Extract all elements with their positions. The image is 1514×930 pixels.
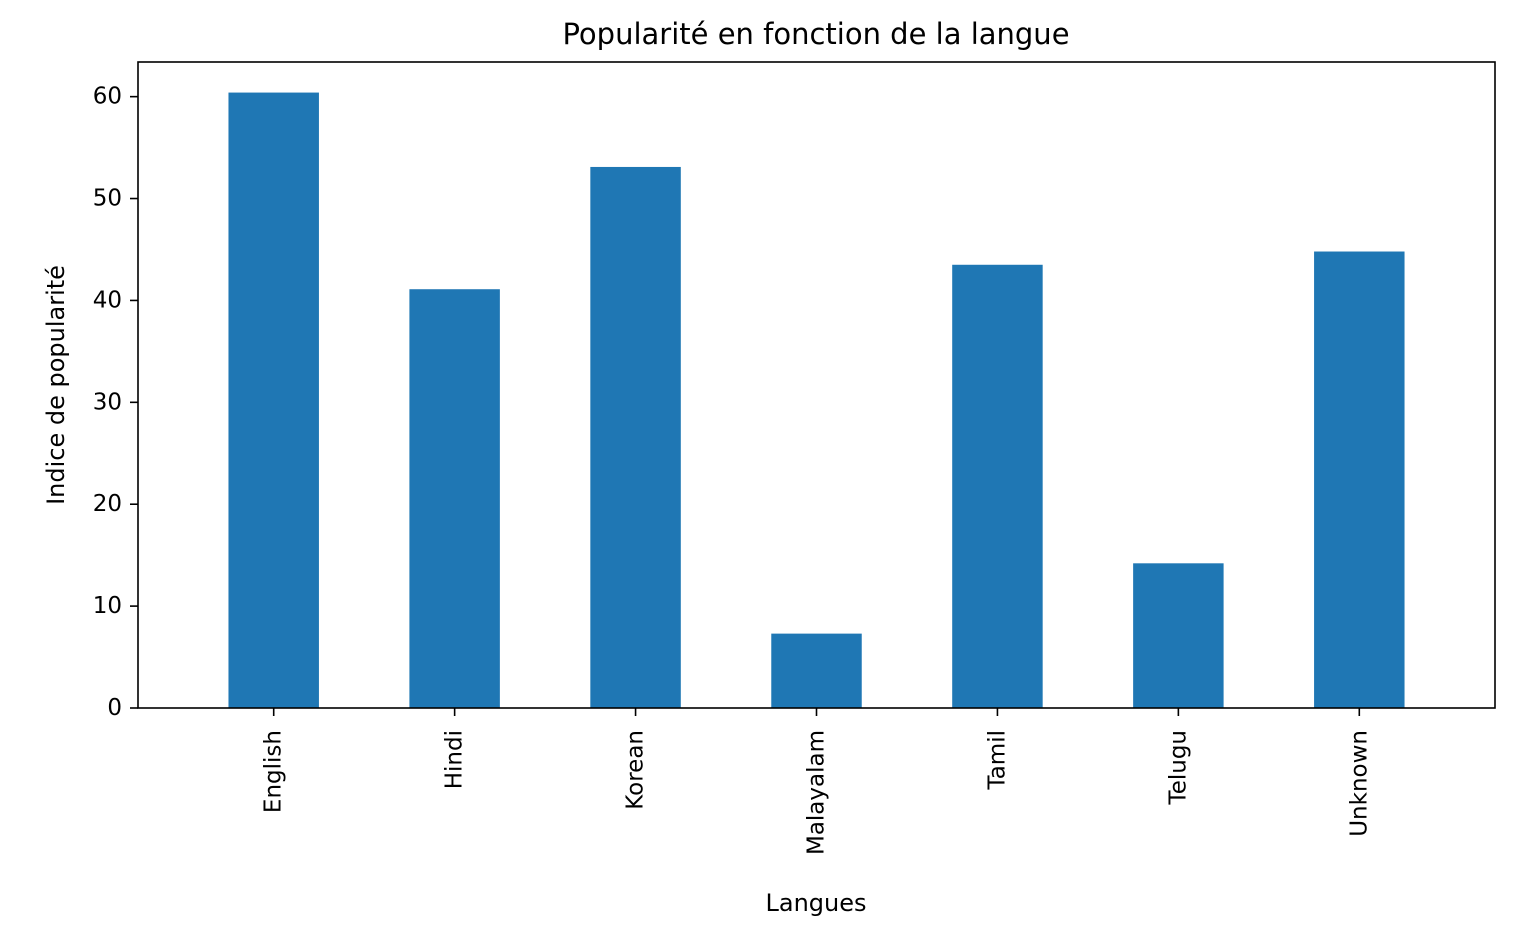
bar-tamil xyxy=(952,264,1043,708)
bar-telugu xyxy=(1133,563,1224,708)
bars-group xyxy=(228,92,1405,708)
x-tick-label: Telugu xyxy=(1165,730,1191,805)
x-axis-label: Langues xyxy=(765,889,866,917)
chart-title: Popularité en fonction de la langue xyxy=(562,17,1069,51)
x-tick-label: Korean xyxy=(623,730,649,810)
y-axis: 0 10 20 30 40 50 60 xyxy=(93,84,138,721)
x-tick-label: Unknown xyxy=(1346,730,1372,837)
x-tick-label: English xyxy=(261,730,287,813)
x-axis: English Hindi Korean Malayalam Tamil Telugu Un… xyxy=(261,708,1372,855)
y-tick-label: 50 xyxy=(93,186,122,212)
y-axis-label: Indice de popularité xyxy=(42,265,70,505)
x-tick-label: Malayalam xyxy=(804,730,830,855)
y-tick-label: 20 xyxy=(93,491,122,517)
bar-korean xyxy=(590,166,681,708)
bar-unknown xyxy=(1314,251,1405,708)
bar-malayalam xyxy=(771,633,862,708)
y-tick-label: 40 xyxy=(93,287,122,313)
y-tick-label: 30 xyxy=(93,389,122,415)
y-tick-label: 10 xyxy=(93,593,122,619)
plot-frame xyxy=(137,61,1496,709)
y-tick-label: 0 xyxy=(107,695,122,721)
y-tick-label: 60 xyxy=(93,84,122,110)
bar-english xyxy=(228,92,319,708)
bar-hindi xyxy=(409,289,500,708)
x-tick-label: Tamil xyxy=(984,730,1010,791)
x-tick-label: Hindi xyxy=(442,730,468,789)
